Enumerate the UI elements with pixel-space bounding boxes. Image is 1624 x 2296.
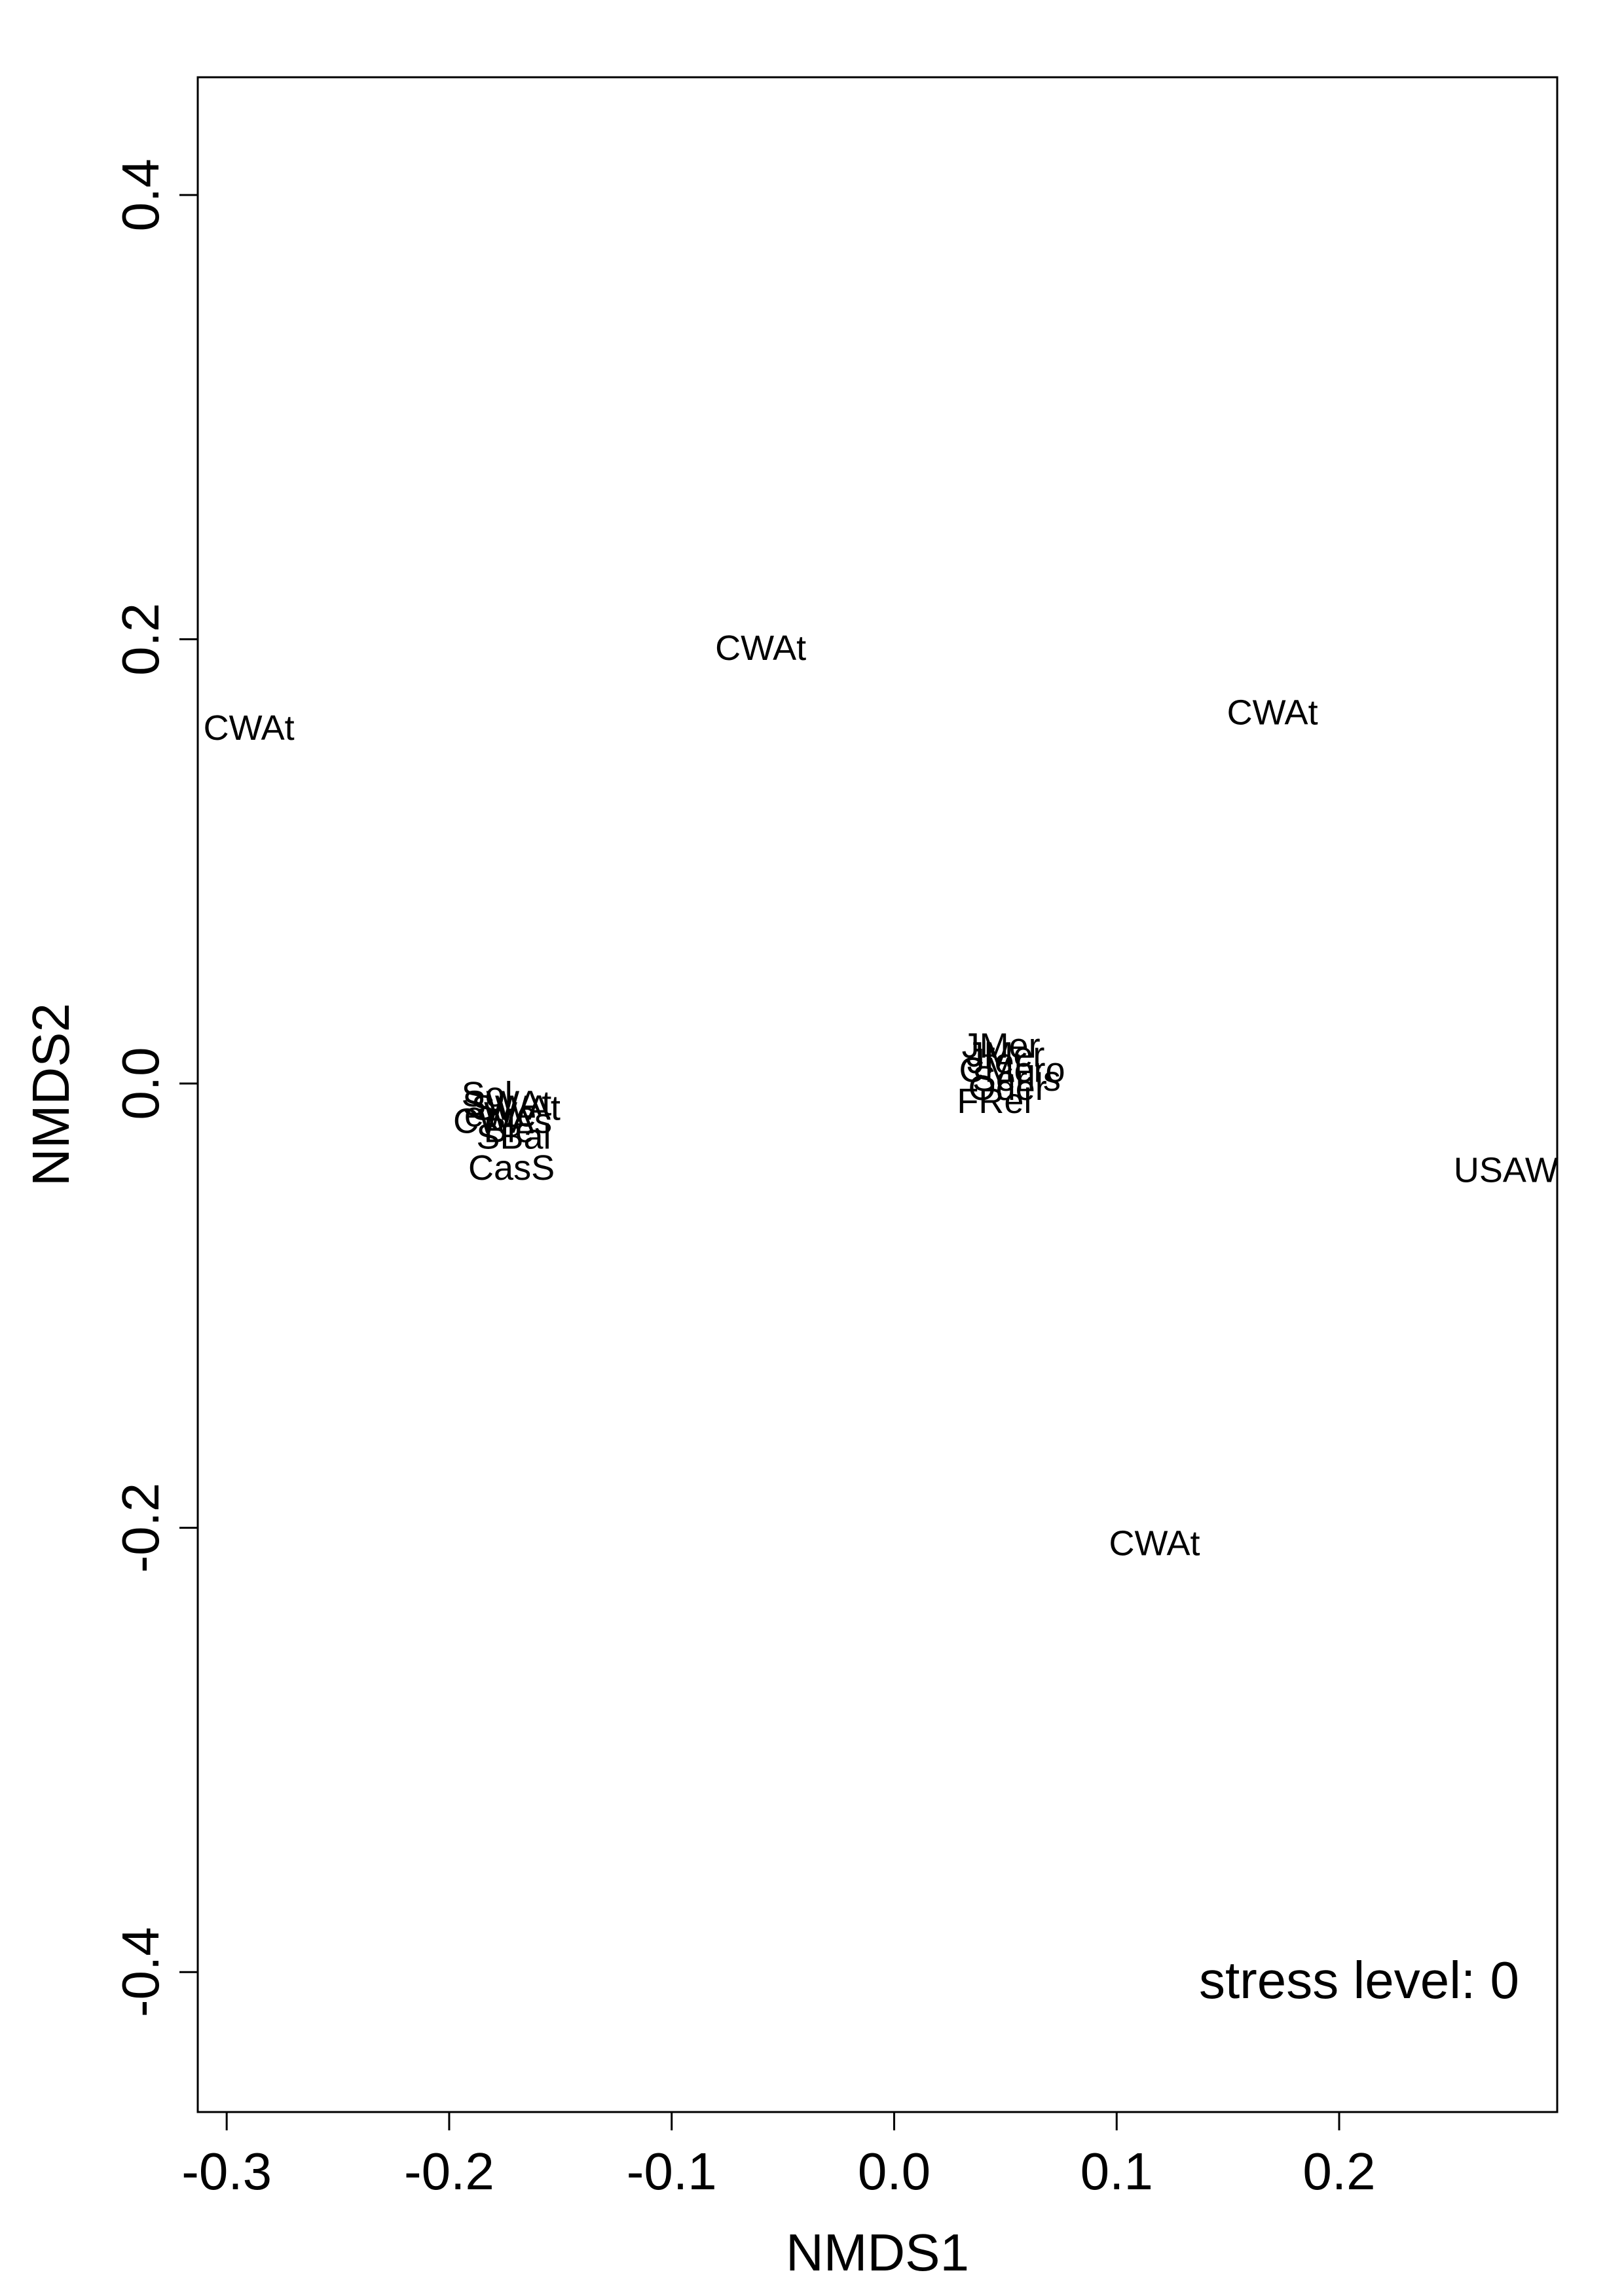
point-label: USAW <box>1454 1150 1559 1190</box>
x-axis-title: NMDS1 <box>786 2223 969 2282</box>
stress-annotation: stress level: 0 <box>1199 1951 1519 2009</box>
y-tick-label: -0.2 <box>111 1483 170 1573</box>
y-axis: -0.4 -0.2 0.0 0.2 0.4 <box>111 158 199 2017</box>
point-label: Ble <box>484 1110 535 1150</box>
y-tick-label: 0.0 <box>111 1047 170 1120</box>
point-label: Sol <box>462 1075 513 1114</box>
point-label: Oder <box>969 1068 1047 1108</box>
point-label: CasS <box>468 1148 555 1188</box>
point-label: FRel <box>957 1082 1031 1121</box>
point-label: CMero <box>959 1051 1065 1090</box>
point-label: CWAt <box>1227 693 1318 732</box>
point-label: CWAs <box>453 1102 552 1141</box>
x-tick-label: -0.1 <box>627 2142 717 2200</box>
x-tick-label: -0.3 <box>181 2142 272 2200</box>
x-axis: -0.3 -0.2 -0.1 0.0 0.1 0.2 <box>181 2111 1376 2200</box>
x-tick-label: 0.0 <box>858 2142 931 2200</box>
point-label: CWAt <box>715 629 806 668</box>
y-tick-label: -0.4 <box>111 1927 170 2017</box>
y-axis-title: NMDS2 <box>22 1003 80 1186</box>
point-label: Serlis <box>972 1059 1061 1099</box>
x-tick-label: 0.2 <box>1302 2142 1375 2200</box>
y-tick-label: 0.4 <box>111 158 170 231</box>
y-tick-label: 0.2 <box>111 603 170 676</box>
point-label: JMer <box>962 1026 1041 1065</box>
x-tick-label: -0.2 <box>404 2142 494 2200</box>
plot-frame <box>196 76 1559 2113</box>
point-label: eWe <box>464 1095 536 1135</box>
point-label: Jfer <box>967 1042 1026 1081</box>
point-label: JMer <box>966 1035 1044 1074</box>
point-label: SWAt <box>462 1084 551 1123</box>
point-label: SBal <box>476 1117 551 1156</box>
point-labels: CWAt CWAt CWAt CWAt USAW SolSWAtSWAteWeCWAsBl… <box>204 629 1559 1563</box>
point-label: SWAt <box>471 1088 561 1127</box>
point-label: CWAt <box>204 708 295 748</box>
point-label: CWAt <box>1109 1523 1200 1563</box>
x-tick-label: 0.1 <box>1080 2142 1153 2200</box>
